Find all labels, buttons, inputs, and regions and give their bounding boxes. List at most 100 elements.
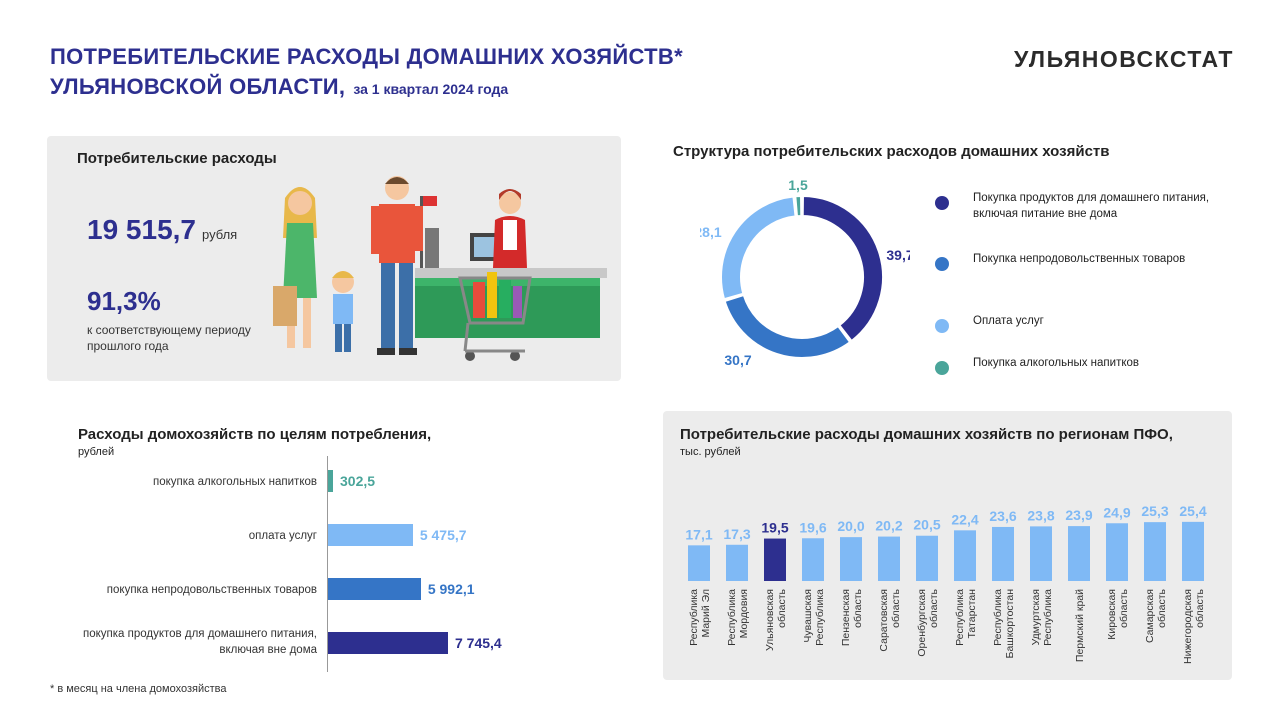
hbar-value-label: 7 745,4: [455, 635, 502, 651]
hbar-bar: [328, 524, 413, 546]
region-value-label: 23,9: [1065, 507, 1092, 523]
regions-unit: тыс. рублей: [680, 446, 741, 458]
region-category-line: область: [890, 588, 902, 627]
legend-label-alcohol: Покупка алкогольных напитков: [973, 357, 1140, 369]
region-category-line: Кировская: [1106, 589, 1118, 640]
region-bar: [916, 535, 938, 581]
legend-dot-services: [935, 319, 949, 333]
region-bar: [840, 537, 862, 581]
shopping-cart: [458, 272, 532, 361]
hbar-bar: [328, 470, 333, 492]
region-category-label: Удмуртская Республика: [1030, 589, 1054, 646]
legend-label-services: Оплата услуг: [973, 315, 1044, 327]
region-bar: [1144, 522, 1166, 581]
region-category-line: Оренбургская: [916, 589, 928, 657]
region-category-label: Пензенская область: [840, 588, 864, 646]
footnote: * в месяц на члена домохозяйства: [50, 683, 227, 695]
region-value-label: 17,3: [723, 526, 750, 542]
region-category-line: Пермский край: [1074, 589, 1086, 662]
donut-slice: [794, 194, 803, 218]
region-category-line: Республика: [688, 589, 700, 646]
donut-slice: [801, 194, 884, 343]
region-category-line: область: [1118, 588, 1130, 627]
region-bar: [764, 538, 786, 581]
region-category-label: Саратовская область: [878, 588, 902, 651]
region-category-label: Кировская область: [1106, 588, 1130, 639]
woman-figure: [273, 187, 317, 348]
legend-item-food: Покупка продуктов для домашнего питания,…: [935, 190, 1213, 222]
legend-dot-food: [935, 196, 949, 210]
region-category-line: область: [928, 588, 940, 627]
region-value-label: 20,0: [837, 518, 864, 534]
region-category-line: Пензенская: [840, 589, 852, 646]
region-category-line: область: [776, 588, 788, 627]
legend-label-food: Покупка продуктов для домашнего питания,…: [973, 192, 1210, 220]
region-value-label: 23,6: [989, 508, 1016, 524]
hbar-unit: рублей: [78, 446, 115, 458]
region-category-line: Республика: [726, 589, 738, 646]
brand-logo: УЛЬЯНОВСКСТАТ: [1014, 46, 1234, 72]
man-figure: [371, 176, 423, 355]
hbar-category-label: покупка непродовольственных товаров: [106, 584, 317, 596]
hbar-axis: [327, 456, 328, 672]
region-category-line: Саратовская: [878, 589, 890, 652]
child-figure: [332, 271, 354, 352]
region-bar: [688, 545, 710, 581]
region-value-label: 23,8: [1027, 507, 1054, 523]
region-category-line: Республика: [1042, 589, 1054, 646]
region-bar: [1068, 526, 1090, 581]
title-line-1: ПОТРЕБИТЕЛЬСКИЕ РАСХОДЫ ДОМАШНИХ ХОЗЯЙСТ…: [50, 44, 683, 69]
legend-label-goods: Покупка непродовольственных товаров: [973, 253, 1186, 265]
summary-change: 91,3%: [87, 286, 161, 316]
cashier-figure: [493, 189, 527, 268]
hbar-bar: [328, 578, 421, 600]
page-title: ПОТРЕБИТЕЛЬСКИЕ РАСХОДЫ ДОМАШНИХ ХОЗЯЙСТ…: [50, 42, 683, 104]
region-value-label: 22,4: [951, 511, 978, 527]
region-category-label: Ульяновская область: [764, 588, 788, 650]
region-category-label: Чувашская Республика: [802, 589, 826, 646]
hbar-title: Расходы домохозяйств по целям потреблени…: [78, 426, 432, 443]
region-value-label: 25,4: [1179, 503, 1206, 519]
region-bar: [992, 526, 1014, 581]
region-category-label: Оренбургская область: [916, 588, 940, 656]
donut-slice-label: 30,7: [724, 352, 751, 368]
hbar-category-label: покупка продуктов для домашнего питания,…: [83, 628, 317, 656]
region-category-line: Мордовия: [738, 589, 750, 638]
summary-value-number: 19 515,7: [87, 214, 196, 245]
region-category-label: Нижегородская область: [1182, 588, 1206, 663]
region-category-label: Пермский край: [1074, 589, 1086, 662]
region-category-label: Республика Башкортостан: [992, 589, 1016, 659]
region-category-line: область: [1194, 588, 1206, 627]
hbar-value-label: 302,5: [340, 473, 376, 489]
summary-value-unit: рубля: [202, 227, 238, 242]
region-category-line: Республика: [814, 589, 826, 646]
family-shopping-illustration: [273, 176, 607, 361]
title-line-2: УЛЬЯНОВСКОЙ ОБЛАСТИ, за 1 квартал 2024 го…: [50, 72, 683, 104]
summary-value: 19 515,7 рубля: [87, 214, 237, 246]
region-bar: [878, 536, 900, 581]
regions-title: Потребительские расходы домашних хозяйст…: [680, 426, 1173, 443]
region-category-label: Республика Марий Эл: [688, 589, 712, 646]
region-bar: [954, 530, 976, 581]
region-category-line: Республика: [954, 589, 966, 646]
legend-item-services: Оплата услуг: [935, 313, 1213, 333]
region-bar: [1106, 523, 1128, 581]
hbar-value-label: 5 475,7: [419, 527, 467, 543]
region-bar: [1182, 521, 1204, 581]
legend-dot-alcohol: [935, 361, 949, 375]
region-category-line: Чувашская: [802, 589, 814, 643]
donut-slice: [723, 293, 852, 359]
region-category-line: область: [852, 588, 864, 627]
region-bar: [726, 544, 748, 581]
region-value-label: 20,2: [875, 518, 902, 534]
region-category-line: Марий Эл: [700, 589, 712, 638]
regions-panel: [663, 411, 1232, 680]
region-bar: [802, 538, 824, 581]
region-category-line: Ульяновская: [764, 589, 776, 651]
region-category-line: Республика: [992, 589, 1004, 646]
donut-slice-label: 39,7: [886, 247, 910, 263]
donut-slice-label: 1,5: [788, 177, 808, 193]
region-category-label: Самарская область: [1144, 588, 1168, 643]
region-category-line: область: [1156, 588, 1168, 627]
